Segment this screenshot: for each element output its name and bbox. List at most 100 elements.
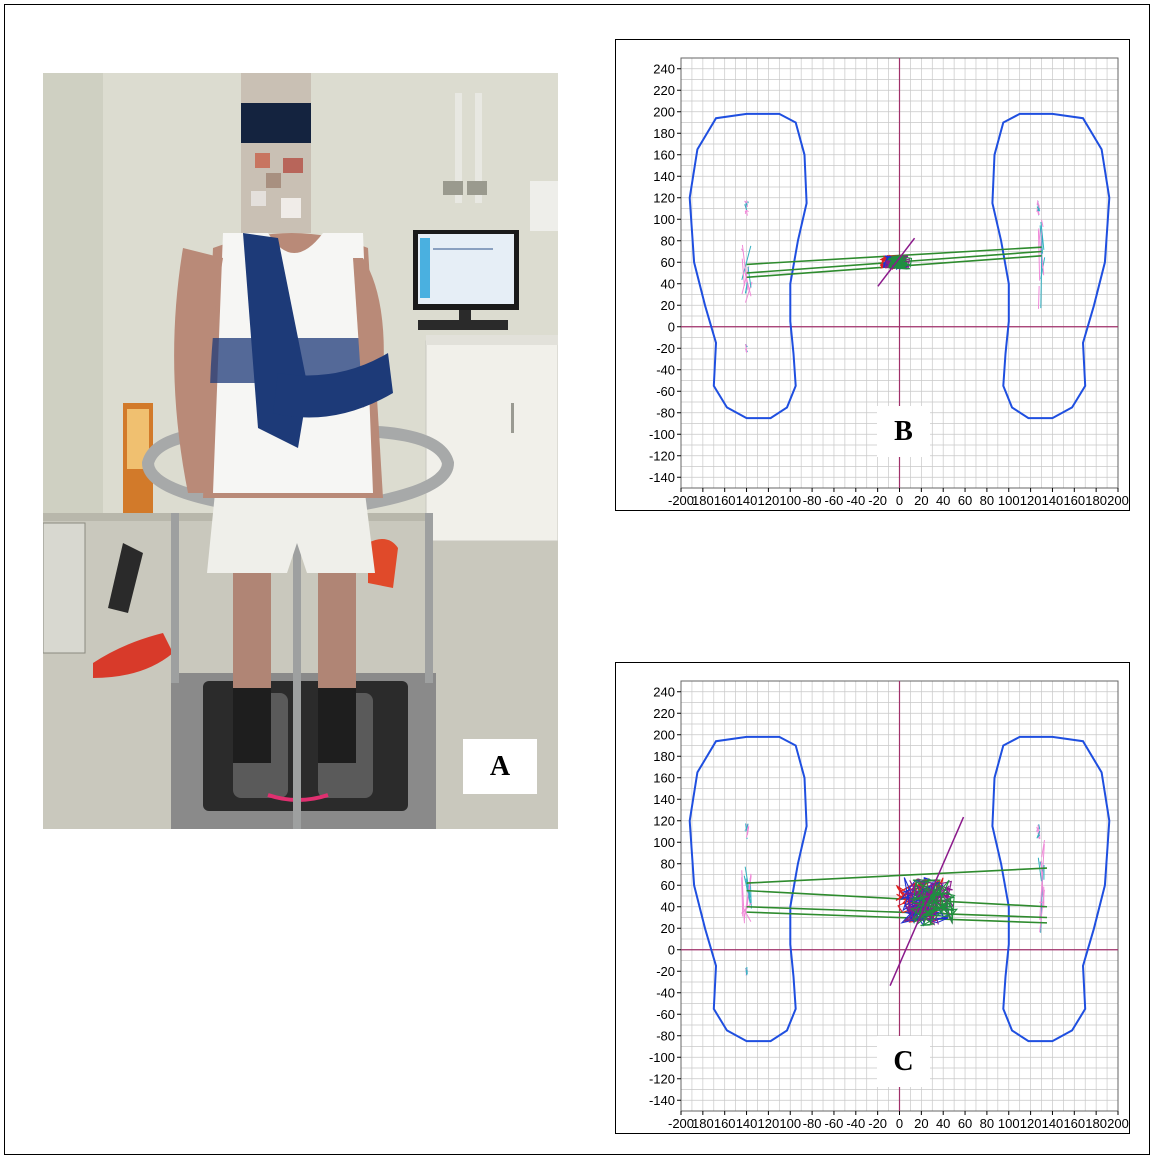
y-tick-label: 0 (668, 942, 675, 957)
y-tick-label: 60 (661, 255, 675, 270)
x-tick-label: 140 (736, 1116, 758, 1131)
x-tick-label: -80 (803, 493, 822, 508)
x-tick-label: 140 (1042, 493, 1064, 508)
x-tick-label: -60 (825, 493, 844, 508)
x-tick-label: 160 (714, 493, 736, 508)
stabilogram-c-svg: 240220200180160140120100806040200-20-40-… (649, 680, 1129, 1131)
y-tick-label: -60 (656, 1007, 675, 1022)
y-tick-label: 180 (653, 749, 675, 764)
foot-pressure-traces (740, 200, 1046, 353)
cop-line (746, 905, 1048, 919)
foot-pressure-traces (741, 823, 1046, 976)
cop-line (746, 867, 1048, 884)
stabilogram-b: 240 220 200 180 160 140 120 100 80 60 40 20 0 -20 -40-… (615, 39, 1130, 511)
x-tick-label: 180 (692, 493, 714, 508)
x-tick-label: 40 (936, 1116, 950, 1131)
y-tick-label: 0 (668, 319, 675, 334)
y-tick-label: 140 (653, 169, 675, 184)
x-tick-label: -20 (868, 493, 887, 508)
y-tick-label: 200 (653, 727, 675, 742)
x-tick-label: 20 (914, 493, 928, 508)
y-tick-label: 40 (661, 899, 675, 914)
y-tick-label: 240 (653, 61, 675, 76)
y-tick-label: 160 (653, 770, 675, 785)
y-tick-label: -100 (649, 427, 675, 442)
y-tick-label: 220 (653, 83, 675, 98)
panel-b-label: B (877, 406, 930, 457)
x-tick-label: 120 (1020, 493, 1042, 508)
sway-trace (886, 255, 913, 270)
y-tick-label: 140 (653, 792, 675, 807)
x-tick-label: 100 (779, 1116, 801, 1131)
x-tick-label: 180 (692, 1116, 714, 1131)
x-tick-label: 120 (758, 1116, 780, 1131)
y-tick-label: 160 (653, 147, 675, 162)
y-tick-label: -80 (656, 405, 675, 420)
left-foot-outline (688, 112, 808, 420)
y-tick-label: -40 (656, 362, 675, 377)
x-tick-label: 0 (896, 1116, 903, 1131)
x-tick-label: 80 (980, 1116, 994, 1131)
y-tick-label: -100 (649, 1050, 675, 1065)
y-tick-label: -20 (656, 964, 675, 979)
x-tick-label: 80 (980, 493, 994, 508)
x-tick-label: 120 (758, 493, 780, 508)
x-tick-label: 160 (1063, 493, 1085, 508)
x-tick-label: 100 (998, 1116, 1020, 1131)
y-tick-label: 120 (653, 190, 675, 205)
y-tick-label: 80 (661, 856, 675, 871)
y-tick-label: 20 (661, 298, 675, 313)
y-tick-label: 180 (653, 126, 675, 141)
x-tick-label: 160 (714, 1116, 736, 1131)
cop-line (746, 911, 1048, 924)
y-tick-label: -140 (649, 470, 675, 485)
x-tick-label: -80 (803, 1116, 822, 1131)
x-tick-label: 200 (1107, 1116, 1129, 1131)
y-tick-label: 240 (653, 684, 675, 699)
x-tick-label: -60 (825, 1116, 844, 1131)
balance-platform-photo (43, 73, 558, 829)
y-tick-label: -40 (656, 985, 675, 1000)
x-tick-label: 100 (998, 493, 1020, 508)
y-tick-label: -80 (656, 1028, 675, 1043)
right-foot-outline (991, 112, 1111, 420)
left-foot-outline (688, 735, 808, 1043)
panel-a-label: A (463, 739, 537, 794)
x-tick-label: 140 (736, 493, 758, 508)
stabilogram-c: 240 220 200 180 160 140 120 100 80 60 40 20 0 -20 -40-… (615, 662, 1130, 1134)
x-tick-label: 20 (914, 1116, 928, 1131)
x-tick-label: 60 (958, 493, 972, 508)
y-tick-label: -120 (649, 448, 675, 463)
y-tick-label: 220 (653, 706, 675, 721)
figure-frame (4, 4, 1150, 1155)
y-tick-label: 200 (653, 104, 675, 119)
x-tick-label: 180 (1085, 1116, 1107, 1131)
x-tick-label: -200 (668, 1116, 694, 1131)
x-tick-label: 0 (896, 493, 903, 508)
y-tick-label: 100 (653, 212, 675, 227)
y-tick-label: 100 (653, 835, 675, 850)
y-tick-label: 20 (661, 921, 675, 936)
x-tick-label: 40 (936, 493, 950, 508)
x-tick-label: 140 (1042, 1116, 1064, 1131)
y-tick-label: 40 (661, 276, 675, 291)
grid (680, 680, 1119, 1112)
x-tick-label: 180 (1085, 493, 1107, 508)
y-tick-label: -60 (656, 384, 675, 399)
pixelated-face (241, 73, 311, 233)
y-tick-label: -120 (649, 1071, 675, 1086)
cop-line (746, 889, 1048, 908)
sway-axis-line (889, 816, 965, 986)
panel-c-label: C (877, 1036, 930, 1087)
x-tick-label: 100 (779, 493, 801, 508)
y-tick-label: 120 (653, 813, 675, 828)
x-tick-label: -40 (846, 493, 865, 508)
x-tick-label: -40 (846, 1116, 865, 1131)
x-tick-label: 120 (1020, 1116, 1042, 1131)
x-tick-label: 200 (1107, 493, 1129, 508)
y-tick-label: -20 (656, 341, 675, 356)
x-tick-label: 60 (958, 1116, 972, 1131)
photo-panel-a: A (43, 73, 558, 829)
right-foot-outline (991, 735, 1111, 1043)
x-tick-label: -200 (668, 493, 694, 508)
